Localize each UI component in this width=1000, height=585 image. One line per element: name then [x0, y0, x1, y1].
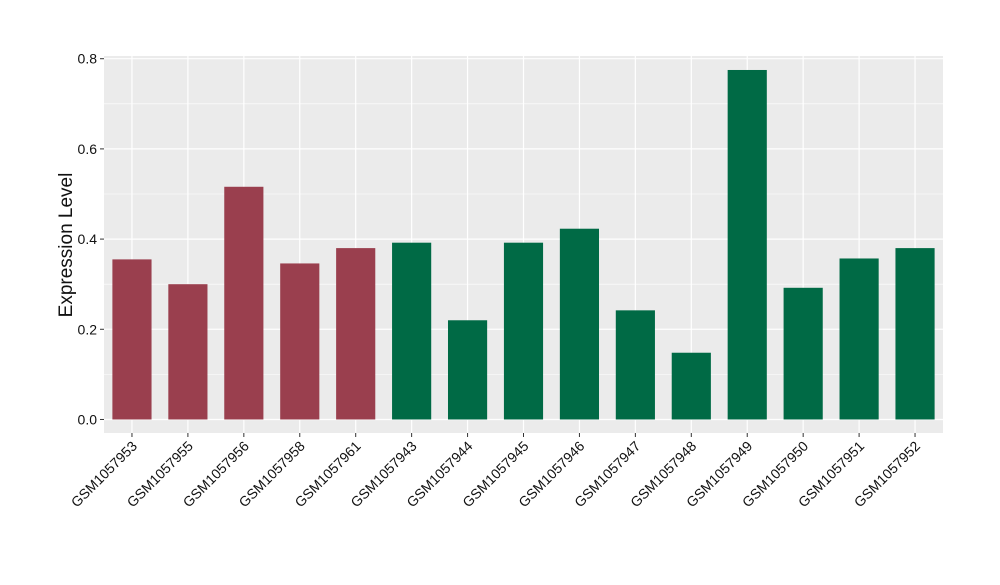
- bar-GSM1057958: [280, 263, 320, 420]
- bar-GSM1057944: [447, 320, 488, 420]
- bars: [112, 69, 935, 420]
- x-axis: GSM1057953GSM1057955GSM1057956GSM1057958…: [68, 433, 923, 510]
- y-tick-label: 0.2: [78, 321, 98, 337]
- bar-GSM1057955: [168, 284, 208, 420]
- y-tick-label: 0.0: [78, 411, 98, 427]
- bar-GSM1057951: [839, 258, 879, 420]
- y-tick-label: 0.4: [78, 231, 98, 247]
- bar-GSM1057953: [112, 259, 152, 420]
- bar-GSM1057948: [671, 352, 711, 420]
- y-axis-title: Expression Level: [56, 173, 77, 318]
- y-axis: 0.0 0.2 0.4 0.6 0.8: [78, 51, 104, 427]
- bar-GSM1057947: [615, 310, 655, 420]
- bar-GSM1057945: [503, 242, 544, 420]
- y-tick-label: 0.6: [78, 141, 98, 157]
- y-tick-label: 0.8: [78, 51, 98, 67]
- bar-GSM1057956: [224, 186, 264, 420]
- bar-GSM1057952: [895, 248, 935, 420]
- bar-GSM1057943: [392, 242, 432, 420]
- bar-GSM1057949: [727, 69, 767, 420]
- bar-GSM1057950: [783, 287, 823, 420]
- bar-GSM1057946: [559, 228, 600, 420]
- bar-GSM1057961: [336, 248, 376, 420]
